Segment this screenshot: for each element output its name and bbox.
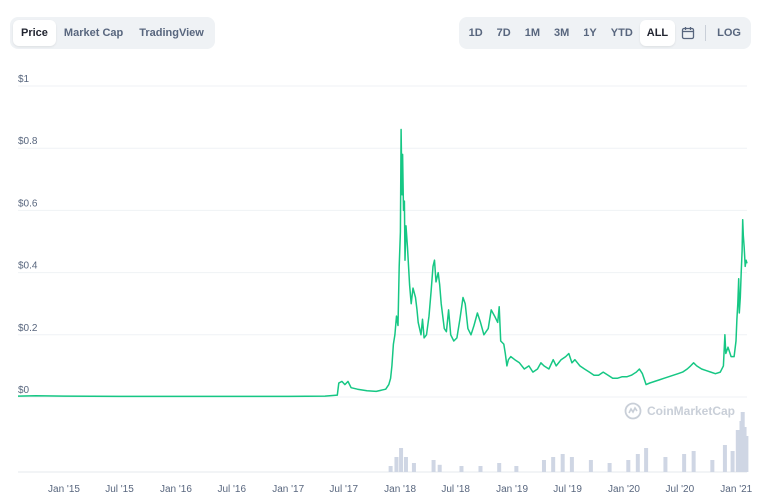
x-axis-ticks: Jan '15 Jul '15 Jan '16 Jul '16 Jan '17 Jul '… xyxy=(48,484,753,495)
volume-bar xyxy=(399,448,404,472)
y-tick-label: $0.2 xyxy=(18,323,38,334)
y-tick-label: $0 xyxy=(18,385,30,396)
volume-bar xyxy=(663,457,668,472)
range-all[interactable]: ALL xyxy=(639,20,676,46)
volume-bar xyxy=(411,463,416,472)
volume-bar xyxy=(388,466,393,472)
x-tick-label: Jul '17 xyxy=(329,484,358,495)
volume-bars xyxy=(388,412,749,472)
calendar-icon[interactable] xyxy=(675,20,701,46)
volume-bar xyxy=(551,457,556,472)
volume-bar xyxy=(607,463,612,472)
volume-bar xyxy=(569,457,574,472)
volume-bar xyxy=(682,454,687,472)
volume-bar xyxy=(478,466,483,472)
volume-bar xyxy=(459,466,464,472)
x-tick-label: Jul '20 xyxy=(666,484,695,495)
range-1y[interactable]: 1Y xyxy=(583,27,597,39)
time-range-selector: 1D 7D 1M 3M 1Y YTD ALL LOG xyxy=(458,17,751,49)
volume-bar xyxy=(744,436,749,472)
volume-bar xyxy=(497,463,502,472)
x-tick-label: Jul '16 xyxy=(217,484,246,495)
volume-bar xyxy=(722,445,727,472)
volume-bar xyxy=(431,460,436,472)
x-tick-label: Jul '18 xyxy=(441,484,470,495)
range-1m[interactable]: 1M xyxy=(524,27,541,39)
x-tick-label: Jan '19 xyxy=(496,484,528,495)
range-3m[interactable]: 3M xyxy=(554,27,570,39)
volume-bar xyxy=(394,457,399,472)
range-ytd[interactable]: YTD xyxy=(610,27,633,39)
volume-bar xyxy=(541,460,546,472)
volume-bar xyxy=(560,454,565,472)
watermark: CoinMarketCap xyxy=(624,402,735,420)
y-tick-label: $0.8 xyxy=(18,136,38,147)
y-axis-ticks: $0 $0.2 $0.4 $0.6 $0.8 $1 xyxy=(18,74,38,396)
tab-market-cap[interactable]: Market Cap xyxy=(63,27,124,39)
y-tick-label: $0.4 xyxy=(18,261,38,272)
x-tick-label: Jul '15 xyxy=(105,484,134,495)
chart-view-tabs: Price Market Cap TradingView xyxy=(10,17,215,49)
price-series-line xyxy=(17,128,748,398)
volume-bar xyxy=(588,460,593,472)
volume-bar xyxy=(635,454,640,472)
range-1d[interactable]: 1D xyxy=(468,27,483,39)
gridlines xyxy=(18,85,747,473)
log-scale-toggle[interactable]: LOG xyxy=(717,27,741,39)
volume-bar xyxy=(710,460,715,472)
y-tick-label: $0.6 xyxy=(18,198,38,209)
x-tick-label: Jul '19 xyxy=(553,484,582,495)
range-7d[interactable]: 7D xyxy=(496,27,511,39)
price-line-layer xyxy=(17,128,748,398)
watermark-text: CoinMarketCap xyxy=(647,404,736,418)
x-tick-label: Jan '18 xyxy=(384,484,416,495)
x-tick-label: Jan '17 xyxy=(272,484,304,495)
volume-bar xyxy=(403,457,408,472)
tab-price[interactable]: Price xyxy=(13,20,56,46)
volume-bar xyxy=(626,460,631,472)
volume-bar xyxy=(514,466,519,472)
divider xyxy=(705,25,707,41)
y-tick-label: $1 xyxy=(18,74,30,85)
x-tick-label: Jan '16 xyxy=(160,484,192,495)
volume-bar xyxy=(691,451,696,472)
volume-bar xyxy=(730,451,735,472)
volume-bar xyxy=(644,448,649,472)
tab-tradingview[interactable]: TradingView xyxy=(139,27,204,39)
x-tick-label: Jan '15 xyxy=(48,484,80,495)
x-tick-label: Jan '21 xyxy=(720,484,752,495)
x-tick-label: Jan '20 xyxy=(608,484,640,495)
coinmarketcap-logo-icon xyxy=(624,402,642,420)
volume-bar xyxy=(437,464,442,472)
